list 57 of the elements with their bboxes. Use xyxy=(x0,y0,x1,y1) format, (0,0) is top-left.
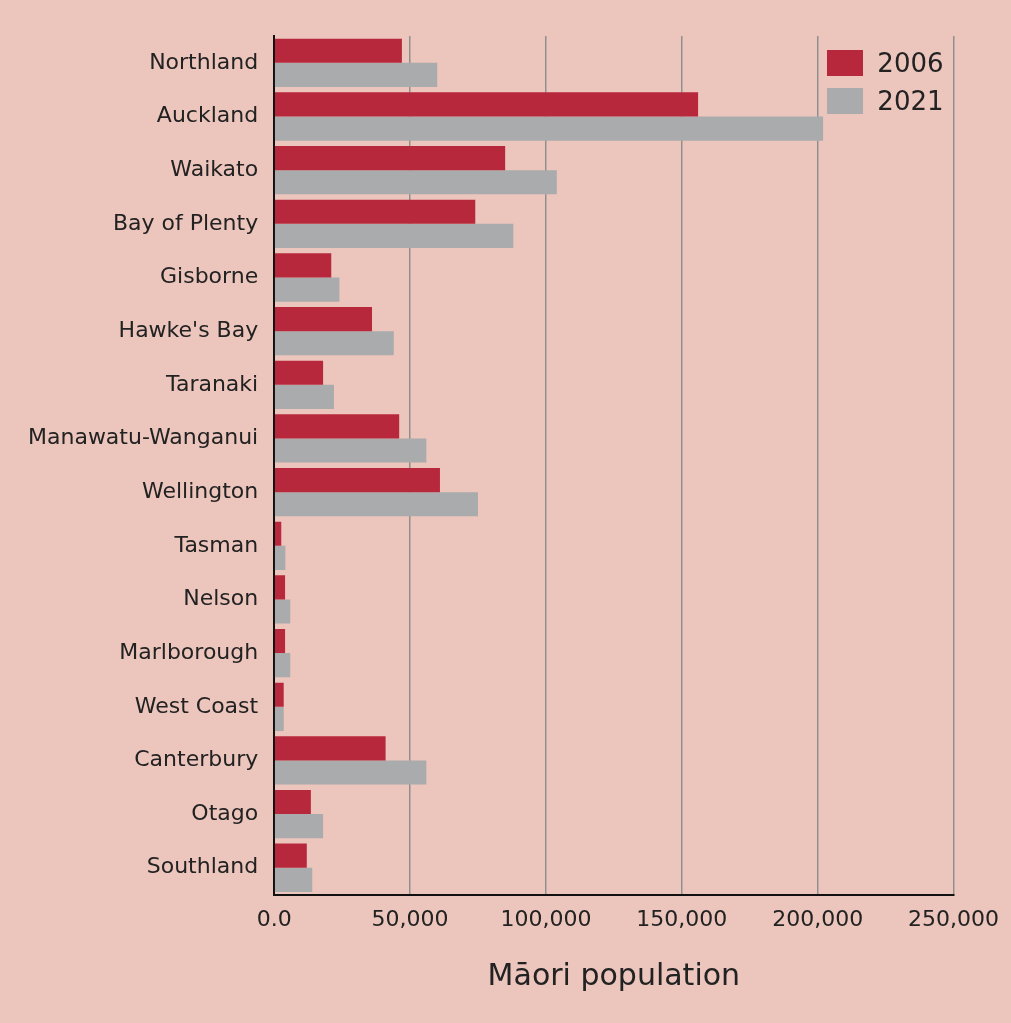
x-tick-label: 150,000 xyxy=(636,905,728,931)
bar xyxy=(274,814,324,839)
x-tick-label: 50,000 xyxy=(371,905,449,931)
bar xyxy=(274,62,438,87)
x-tick-label: 100,000 xyxy=(500,905,592,931)
bar xyxy=(274,38,402,63)
y-tick-label: Waikato xyxy=(170,155,259,181)
bar xyxy=(274,170,557,195)
bar xyxy=(274,438,427,463)
bar xyxy=(274,331,394,356)
y-tick-label: Bay of Plenty xyxy=(112,209,259,235)
bar xyxy=(274,521,282,546)
y-tick-label: Otago xyxy=(191,799,259,825)
bar xyxy=(274,223,514,248)
y-tick-label: Tasman xyxy=(173,531,259,557)
bar xyxy=(274,146,506,171)
bar xyxy=(274,736,386,761)
y-tick-label: Canterbury xyxy=(134,746,259,772)
bar xyxy=(274,253,332,278)
bar xyxy=(274,760,427,785)
bar xyxy=(274,682,284,707)
y-tick-label: Taranaki xyxy=(165,370,259,396)
legend-label: 2021 xyxy=(877,86,944,116)
bar xyxy=(274,92,699,117)
bar xyxy=(274,467,440,493)
bar xyxy=(274,706,284,731)
y-tick-label: Nelson xyxy=(183,585,259,611)
y-tick-label: West Coast xyxy=(134,692,259,718)
x-tick-label: 250,000 xyxy=(908,905,999,931)
bar xyxy=(274,277,340,302)
bar xyxy=(274,867,313,892)
bar xyxy=(274,843,307,868)
y-tick-label: Gisborne xyxy=(160,263,259,289)
y-tick-label: Wellington xyxy=(141,477,259,503)
bar xyxy=(274,492,478,517)
y-tick-label: Northland xyxy=(149,48,259,74)
legend-label: 2006 xyxy=(877,48,944,78)
x-tick-label: 200,000 xyxy=(772,905,864,931)
y-tick-label: Marlborough xyxy=(119,638,259,664)
bar xyxy=(274,384,334,409)
bar xyxy=(274,414,400,439)
bar xyxy=(274,653,291,678)
bar xyxy=(274,628,286,654)
bar xyxy=(274,545,286,570)
x-axis-title: Māori population xyxy=(487,956,741,992)
y-tick-label: Manawatu-Wanganui xyxy=(27,424,259,450)
x-tick-label: 0.0 xyxy=(256,905,292,931)
bar xyxy=(274,199,476,224)
bar xyxy=(274,599,291,624)
y-tick-label: Southland xyxy=(146,853,259,879)
y-tick-label: Auckland xyxy=(156,102,259,128)
bar xyxy=(274,575,286,600)
bar xyxy=(274,360,324,385)
y-tick-label: Hawke's Bay xyxy=(118,316,259,342)
bar xyxy=(274,789,311,815)
bar xyxy=(274,116,824,141)
bar xyxy=(274,307,373,332)
